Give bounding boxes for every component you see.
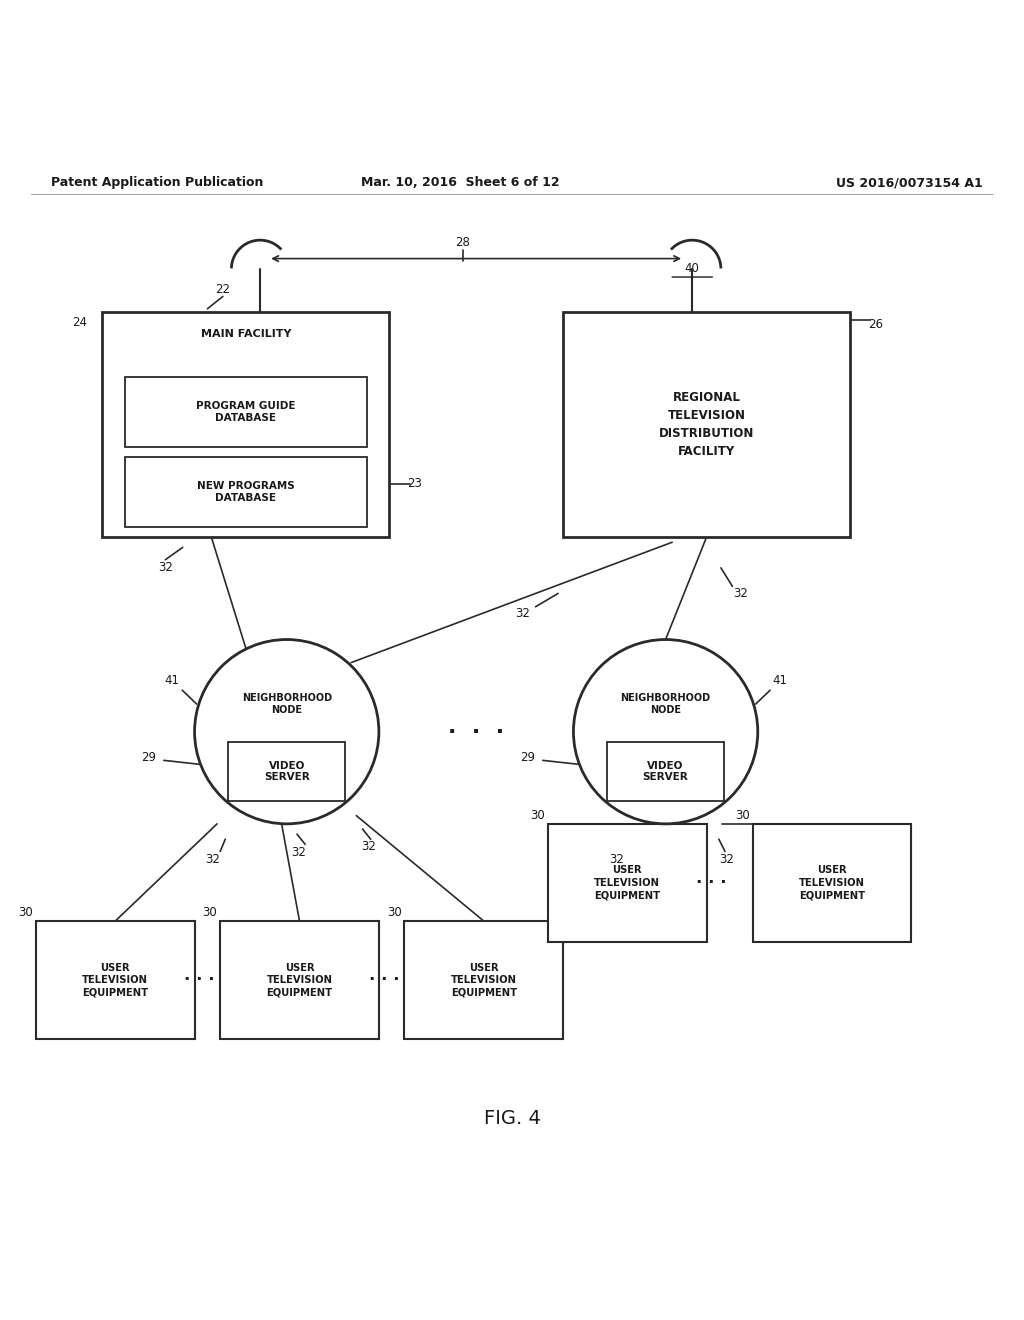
Text: US 2016/0073154 A1: US 2016/0073154 A1 bbox=[837, 177, 983, 189]
FancyBboxPatch shape bbox=[753, 824, 911, 941]
Text: 32: 32 bbox=[733, 587, 749, 599]
Text: 30: 30 bbox=[735, 809, 750, 822]
Text: 26: 26 bbox=[868, 318, 883, 330]
Text: 32: 32 bbox=[206, 853, 220, 866]
Text: 32: 32 bbox=[515, 607, 529, 620]
Text: REGIONAL
TELEVISION
DISTRIBUTION
FACILITY: REGIONAL TELEVISION DISTRIBUTION FACILIT… bbox=[658, 391, 755, 458]
Text: Patent Application Publication: Patent Application Publication bbox=[51, 177, 263, 189]
Text: 32: 32 bbox=[361, 840, 376, 853]
Text: 30: 30 bbox=[203, 907, 217, 920]
FancyBboxPatch shape bbox=[563, 312, 850, 537]
Text: 30: 30 bbox=[530, 809, 545, 822]
Text: VIDEO
SERVER: VIDEO SERVER bbox=[264, 760, 309, 783]
Text: 41: 41 bbox=[773, 675, 787, 688]
Text: · · ·: · · · bbox=[184, 972, 215, 989]
Text: PROGRAM GUIDE
DATABASE: PROGRAM GUIDE DATABASE bbox=[196, 401, 296, 422]
Text: USER
TELEVISION
EQUIPMENT: USER TELEVISION EQUIPMENT bbox=[799, 866, 865, 900]
Text: VIDEO
SERVER: VIDEO SERVER bbox=[643, 760, 688, 783]
Text: NEW PROGRAMS
DATABASE: NEW PROGRAMS DATABASE bbox=[197, 482, 295, 503]
FancyBboxPatch shape bbox=[36, 921, 195, 1039]
Text: 32: 32 bbox=[609, 853, 624, 866]
Text: NEIGHBORHOOD
NODE: NEIGHBORHOOD NODE bbox=[242, 693, 332, 715]
FancyBboxPatch shape bbox=[125, 378, 367, 447]
Text: 29: 29 bbox=[520, 751, 535, 764]
Text: 30: 30 bbox=[18, 907, 33, 920]
Text: USER
TELEVISION
EQUIPMENT: USER TELEVISION EQUIPMENT bbox=[594, 866, 660, 900]
Text: MAIN FACILITY: MAIN FACILITY bbox=[201, 330, 291, 339]
Text: 24: 24 bbox=[73, 315, 87, 329]
FancyBboxPatch shape bbox=[125, 457, 367, 527]
Circle shape bbox=[573, 639, 758, 824]
FancyBboxPatch shape bbox=[548, 824, 707, 941]
Text: · · ·: · · · bbox=[369, 972, 399, 989]
Text: 28: 28 bbox=[456, 236, 470, 248]
Text: NEIGHBORHOOD
NODE: NEIGHBORHOOD NODE bbox=[621, 693, 711, 715]
Text: 32: 32 bbox=[158, 561, 173, 574]
Text: 32: 32 bbox=[720, 853, 734, 866]
Text: 41: 41 bbox=[165, 675, 179, 688]
Text: 22: 22 bbox=[215, 282, 230, 296]
Text: ·  ·  ·: · · · bbox=[449, 722, 504, 742]
Text: · · ·: · · · bbox=[696, 874, 727, 892]
Text: 40: 40 bbox=[685, 263, 699, 276]
Text: USER
TELEVISION
EQUIPMENT: USER TELEVISION EQUIPMENT bbox=[266, 962, 333, 998]
FancyBboxPatch shape bbox=[404, 921, 563, 1039]
Text: USER
TELEVISION
EQUIPMENT: USER TELEVISION EQUIPMENT bbox=[82, 962, 148, 998]
Circle shape bbox=[195, 639, 379, 824]
FancyBboxPatch shape bbox=[607, 742, 724, 801]
FancyBboxPatch shape bbox=[102, 312, 389, 537]
FancyBboxPatch shape bbox=[228, 742, 345, 801]
Text: FIG. 4: FIG. 4 bbox=[483, 1109, 541, 1129]
Text: Mar. 10, 2016  Sheet 6 of 12: Mar. 10, 2016 Sheet 6 of 12 bbox=[361, 177, 560, 189]
Text: 32: 32 bbox=[292, 846, 306, 859]
Text: 29: 29 bbox=[141, 751, 156, 764]
Text: USER
TELEVISION
EQUIPMENT: USER TELEVISION EQUIPMENT bbox=[451, 962, 517, 998]
Text: 30: 30 bbox=[387, 907, 401, 920]
Text: 23: 23 bbox=[408, 478, 422, 490]
FancyBboxPatch shape bbox=[220, 921, 379, 1039]
